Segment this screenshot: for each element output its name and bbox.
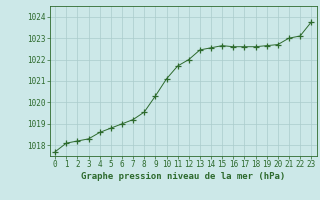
X-axis label: Graphe pression niveau de la mer (hPa): Graphe pression niveau de la mer (hPa) (81, 172, 285, 181)
